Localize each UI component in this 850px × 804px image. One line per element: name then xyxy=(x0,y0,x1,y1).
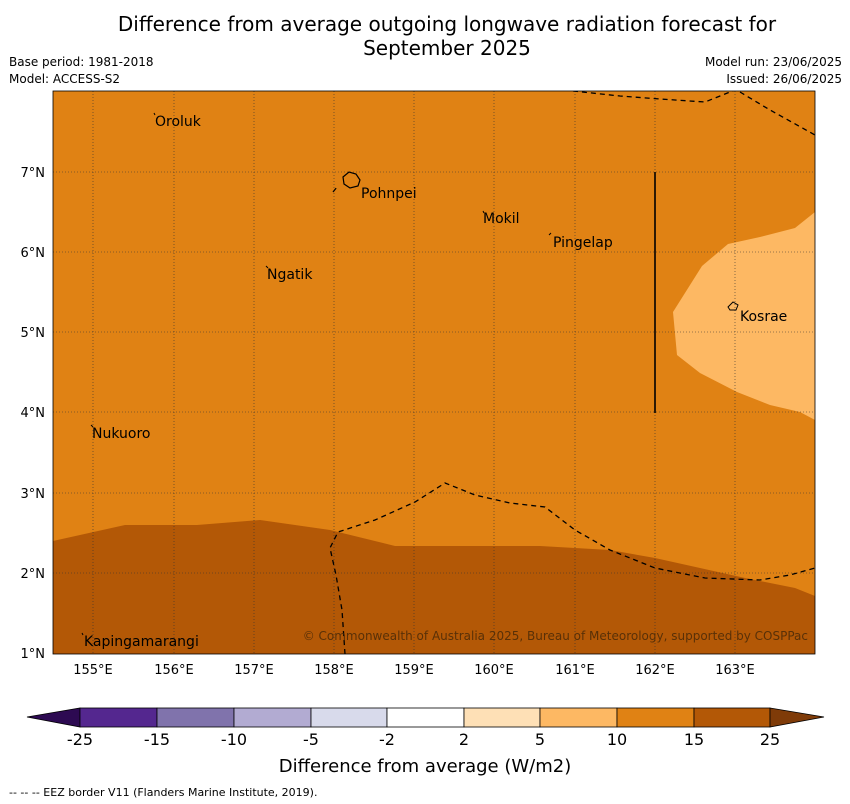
label-ngatik: Ngatik xyxy=(267,267,313,283)
nukuoro-island xyxy=(90,424,94,428)
lat-tick: 7°N xyxy=(21,166,46,181)
label-nukuoro: Nukuoro xyxy=(92,426,150,442)
label-pohnpei: Pohnpei xyxy=(361,186,417,202)
label-oroluk: Oroluk xyxy=(155,114,202,130)
colorbar-tick: 15 xyxy=(684,730,704,749)
mokil-island xyxy=(482,210,485,214)
colorbar-segment xyxy=(156,707,235,728)
lon-tick: 161°E xyxy=(555,663,595,678)
oroluk-island xyxy=(153,112,156,116)
lon-tick: 163°E xyxy=(715,663,755,678)
colorbar-tick: -2 xyxy=(379,730,395,749)
colorbar-segment xyxy=(386,707,465,728)
lon-tick: 156°E xyxy=(154,663,194,678)
label-pingelap: Pingelap xyxy=(553,235,613,251)
model-name: Model: ACCESS-S2 xyxy=(9,72,121,86)
pohnpei-island xyxy=(342,171,361,189)
lon-tick: 158°E xyxy=(314,663,354,678)
label-mokil: Mokil xyxy=(483,211,520,227)
colorbar-segment xyxy=(463,707,541,728)
colorbar-segment xyxy=(539,707,618,728)
colorbar-tick: 25 xyxy=(760,730,780,749)
copyright-notice: © Commonwealth of Australia 2025, Bureau… xyxy=(303,629,808,643)
lon-tick: 162°E xyxy=(635,663,675,678)
label-kapingamarangi: Kapingamarangi xyxy=(84,634,199,650)
eez-border xyxy=(329,91,815,654)
colorbar-tick: 2 xyxy=(459,730,469,749)
lon-tick: 160°E xyxy=(474,663,514,678)
lat-tick: 3°N xyxy=(21,487,46,502)
map-area: Oroluk Pohnpei Mokil Pingelap Ngatik Kos… xyxy=(53,91,815,654)
lat-tick: 6°N xyxy=(21,246,46,261)
map-frame xyxy=(52,90,816,655)
lat-axis: 7°N 6°N 5°N 4°N 3°N 2°N 1°N xyxy=(21,166,46,662)
meta-left: Base period: 1981-2018 Model: ACCESS-S2 xyxy=(9,54,154,88)
lat-tick: 1°N xyxy=(21,647,46,662)
anomaly-5-10-region xyxy=(673,212,815,420)
title-line-1: Difference from average outgoing longwav… xyxy=(117,12,777,36)
meta-right: Model run: 23/06/2025 Issued: 26/06/2025 xyxy=(705,54,842,88)
colorbar-tick: -5 xyxy=(303,730,319,749)
lon-tick: 159°E xyxy=(394,663,434,678)
colorbar-extend-low xyxy=(26,707,81,728)
colorbar-tick: -15 xyxy=(144,730,170,749)
colorbar-segment xyxy=(693,707,771,728)
lon-tick: 157°E xyxy=(234,663,274,678)
chart-title: Difference from average outgoing longwav… xyxy=(60,12,834,60)
colorbar-tick: -10 xyxy=(221,730,247,749)
colorbar-tick: 5 xyxy=(535,730,545,749)
colorbar-tick: 10 xyxy=(607,730,627,749)
kosrae-island xyxy=(727,301,739,311)
lon-axis: 155°E 156°E 157°E 158°E 159°E 160°E 161°… xyxy=(73,663,755,678)
label-kosrae: Kosrae xyxy=(740,309,787,325)
colorbar-tick: -25 xyxy=(67,730,93,749)
colorbar-segment xyxy=(310,707,388,728)
kapingamarangi-island xyxy=(81,632,84,636)
issued-date: Issued: 26/06/2025 xyxy=(726,72,842,86)
colorbar-segment xyxy=(616,707,695,728)
lon-tick: 155°E xyxy=(73,663,113,678)
pingelap-island xyxy=(548,232,552,236)
anomaly-15-25-region xyxy=(53,520,815,654)
ngatik-island xyxy=(265,265,269,269)
model-run: Model run: 23/06/2025 xyxy=(704,55,842,69)
lat-tick: 4°N xyxy=(21,406,46,421)
colorbar-label: Difference from average (W/m2) xyxy=(279,756,571,777)
eez-footer-note: -- -- -- EEZ border V11 (Flanders Marine… xyxy=(9,786,318,799)
lat-tick: 2°N xyxy=(21,567,46,582)
colorbar: -25 -15 -10 -5 -2 2 5 10 15 25 Differenc… xyxy=(26,707,825,777)
colorbar-extend-high xyxy=(769,707,825,728)
colorbar-segment xyxy=(233,707,312,728)
base-period: Base period: 1981-2018 xyxy=(9,55,154,69)
lat-tick: 5°N xyxy=(21,326,46,341)
title-line-2: September 2025 xyxy=(363,36,531,60)
colorbar-segment xyxy=(79,707,158,728)
